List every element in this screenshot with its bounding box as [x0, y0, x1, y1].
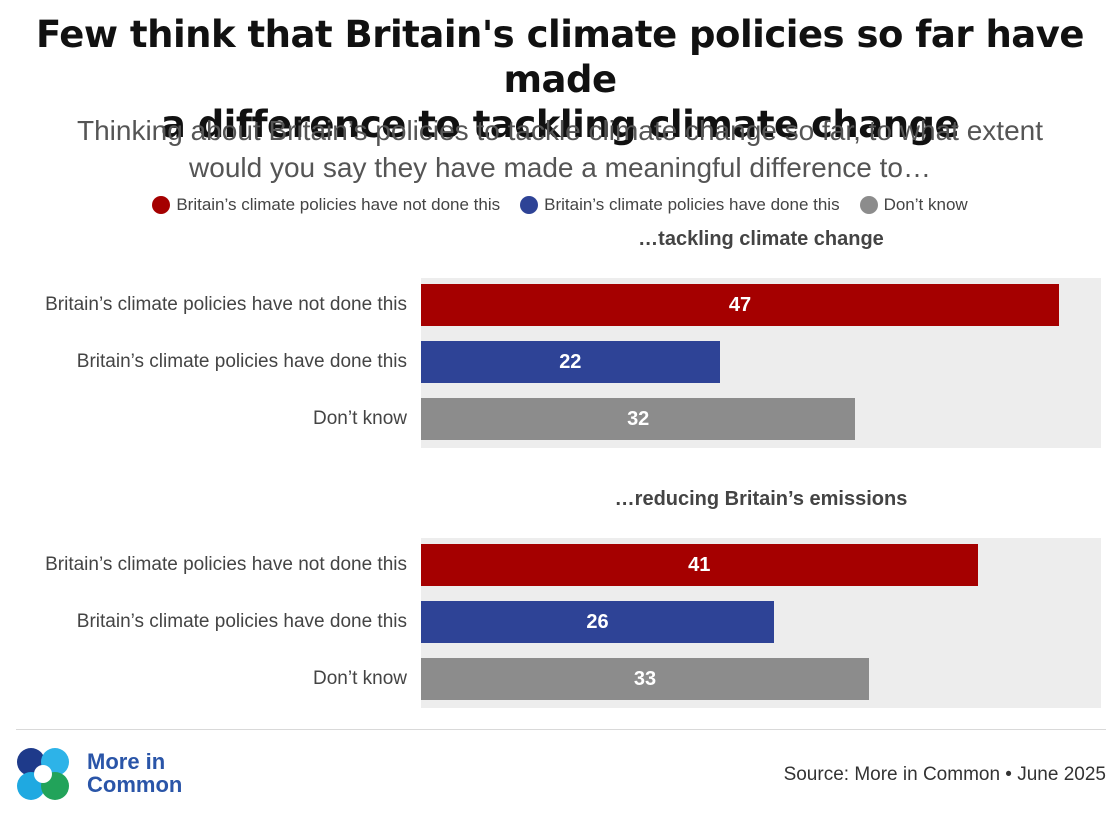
data-label-not-done: 41: [688, 553, 711, 576]
logo-line-2: Common: [87, 772, 183, 797]
legend-dot-not-done: [152, 196, 171, 214]
legend: Britain’s climate policies have not done…: [0, 195, 1120, 215]
data-label-done: 26: [586, 610, 609, 633]
category-label-dont-know: Don’t know: [313, 668, 407, 689]
bar-dont-know-panel-2: 33: [421, 658, 869, 700]
data-label-dont-know: 32: [627, 407, 650, 430]
legend-dot-done: [520, 196, 539, 214]
legend-item-not-done: Britain’s climate policies have not done…: [152, 195, 500, 215]
legend-label-dont-know: Don’t know: [883, 195, 968, 214]
bar-done-panel-1: 22: [421, 341, 720, 383]
panel-title-1: …tackling climate change: [638, 228, 884, 250]
chart-subtitle: Thinking about Britain’s policies to tac…: [0, 112, 1120, 186]
data-label-dont-know: 33: [633, 667, 657, 690]
category-label-dont-know: Don’t know: [313, 408, 407, 429]
data-label-not-done: 47: [728, 293, 752, 316]
title-line-2: a difference to tackling climate change: [160, 103, 960, 146]
bar-not-done-panel-2: 41: [421, 544, 978, 586]
panel-title-2: …reducing Britain’s emissions: [614, 488, 908, 510]
bar-dont-know-panel-1: 32: [421, 398, 856, 440]
data-label-done: 22: [559, 350, 582, 373]
title-line-1: Few think that Britain's climate policie…: [36, 13, 1084, 101]
source-note: Source: More in Common • June 2025: [783, 764, 1106, 785]
category-label-done: Britain’s climate policies have done thi…: [76, 351, 407, 372]
legend-label-done: Britain’s climate policies have done thi…: [544, 195, 840, 214]
category-label-not-done: Britain’s climate policies have not done…: [45, 554, 407, 575]
subtitle-line-1: Thinking about Britain’s policies to tac…: [76, 115, 1043, 146]
chart-title: Few think that Britain's climate policie…: [0, 12, 1120, 147]
legend-item-done: Britain’s climate policies have done thi…: [520, 195, 840, 215]
logo-line-1: More in: [87, 749, 166, 774]
subtitle-line-2: would you say they have made a meaningfu…: [189, 152, 931, 183]
legend-dot-dont-know: [859, 196, 878, 214]
bar-not-done-panel-1: 47: [421, 284, 1059, 326]
bar-done-panel-2: 26: [421, 601, 774, 643]
legend-item-dont-know: Don’t know: [859, 195, 968, 215]
logo-text: More in Common: [87, 750, 182, 796]
more-in-common-logo-icon: [17, 748, 69, 800]
legend-label-not-done: Britain’s climate policies have not done…: [176, 195, 501, 214]
category-label-done: Britain’s climate policies have done thi…: [76, 611, 407, 632]
category-label-not-done: Britain’s climate policies have not done…: [45, 294, 407, 315]
footer-divider: [16, 729, 1106, 730]
